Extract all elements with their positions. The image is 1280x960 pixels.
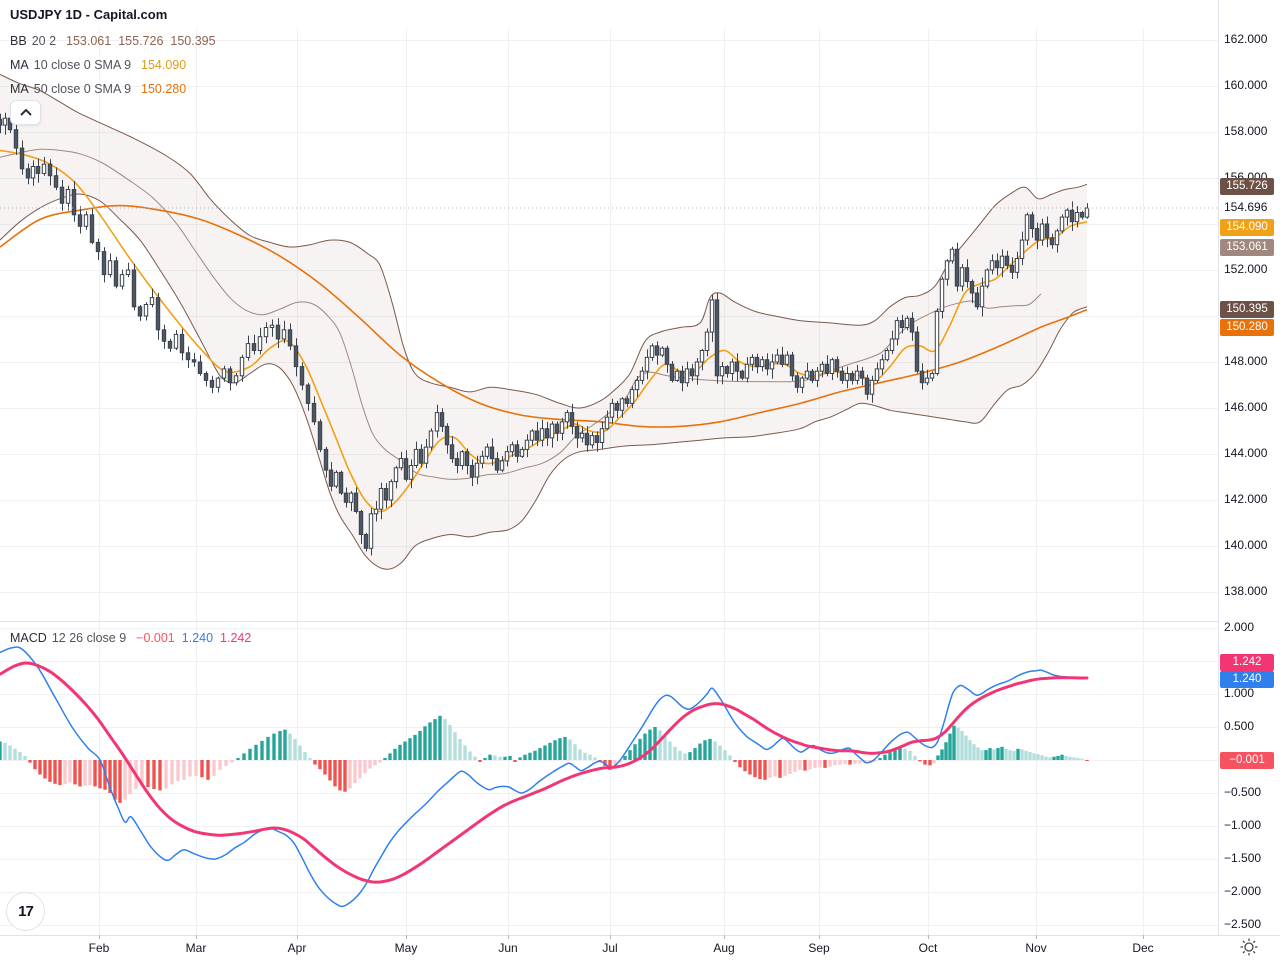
- macd-axis-label: −2.500: [1224, 917, 1262, 931]
- bb-basis-value: 153.061: [66, 34, 112, 48]
- price-axis-label: 162.000: [1224, 32, 1268, 46]
- macd-hist-value: −0.001: [136, 631, 175, 645]
- grid-lines: [0, 28, 1218, 935]
- collapse-pane-button[interactable]: [10, 100, 41, 125]
- macd-legend[interactable]: MACD 12 26 close 9 −0.001 1.240 1.242: [10, 631, 251, 645]
- macd-line: [0, 646, 1088, 908]
- time-axis-month-sep: Sep: [808, 941, 830, 955]
- time-axis-month-jun: Jun: [498, 941, 518, 955]
- price-axis-label: 146.000: [1224, 400, 1268, 414]
- price-axis-label: 158.000: [1224, 124, 1268, 138]
- price-axis-label: 144.000: [1224, 446, 1268, 460]
- bb-legend[interactable]: BB 20 2 153.061 155.726 150.395: [10, 34, 216, 48]
- time-axis[interactable]: Feb Mar Apr May Jun Jul Aug Sep Oct Nov Dec: [0, 935, 1280, 960]
- macd-line-value: 1.240: [181, 631, 214, 645]
- macd-axis-label: −2.000: [1224, 884, 1262, 898]
- symbol-title[interactable]: USDJPY 1D - Capital.com: [10, 7, 168, 22]
- macd-axis-label: −1.500: [1224, 851, 1262, 865]
- time-axis-month-may: May: [394, 941, 418, 955]
- time-axis-month-mar: Mar: [185, 941, 207, 955]
- time-axis-month-dec: Dec: [1132, 941, 1154, 955]
- time-axis-month-nov: Nov: [1025, 941, 1047, 955]
- price-axis-label: 140.000: [1224, 538, 1268, 552]
- bb-upper-value: 155.726: [118, 34, 164, 48]
- bb-legend-name: BB: [10, 34, 27, 48]
- macd-axis-label: −1.000: [1224, 818, 1262, 832]
- ma10-legend-params: 10 close 0 SMA 9: [33, 58, 132, 72]
- ma50-legend-params: 50 close 0 SMA 9: [33, 82, 132, 96]
- macd-legend-name: MACD: [10, 631, 47, 645]
- time-axis-month-apr: Apr: [287, 941, 307, 955]
- separators: [0, 0, 1280, 939]
- chevron-up-icon: [19, 109, 32, 116]
- sun-icon: [1240, 938, 1258, 956]
- macd-signal-value: 1.242: [220, 631, 252, 645]
- last-price-label: 154.696: [1224, 200, 1268, 214]
- ma10-legend[interactable]: MA 10 close 0 SMA 9 154.090: [10, 58, 186, 72]
- macd-axis-label: −0.500: [1224, 785, 1262, 799]
- ma50-legend-name: MA: [10, 82, 29, 96]
- axis-price-badge: 1.240: [1220, 670, 1274, 688]
- bb-legend-params: 20 2: [31, 34, 57, 48]
- axis-price-badge: 150.395: [1220, 300, 1274, 318]
- macd-axis-label: 2.000: [1224, 620, 1255, 634]
- macd-axis-label: 1.000: [1224, 686, 1255, 700]
- candlestick-series: [0, 112, 1090, 556]
- ma50-legend[interactable]: MA 50 close 0 SMA 9 150.280: [10, 82, 186, 96]
- price-axis-label: 160.000: [1224, 78, 1268, 92]
- macd-signal-line: [0, 661, 1089, 884]
- ma50-value: 150.280: [141, 82, 187, 96]
- price-axis[interactable]: 162.000160.000158.000156.000152.000148.0…: [1218, 0, 1280, 935]
- axis-price-badge: 153.061: [1220, 238, 1274, 256]
- bb-lower-value: 150.395: [170, 34, 216, 48]
- axis-price-badge: 154.090: [1220, 218, 1274, 236]
- time-axis-month-feb: Feb: [88, 941, 110, 955]
- ma10-value: 154.090: [141, 58, 187, 72]
- price-axis-label: 152.000: [1224, 262, 1268, 276]
- axis-price-badge: 1.242: [1220, 653, 1274, 671]
- price-axis-label: 148.000: [1224, 354, 1268, 368]
- axis-price-badge: 155.726: [1220, 177, 1274, 195]
- macd-axis-label: 0.500: [1224, 719, 1255, 733]
- axis-price-badge: −0.001: [1220, 751, 1274, 769]
- time-axis-month-oct: Oct: [918, 941, 938, 955]
- bollinger-bands: [0, 74, 1088, 570]
- macd-histogram: [0, 715, 1089, 803]
- ma10-legend-name: MA: [10, 58, 29, 72]
- ma50-line: [0, 204, 1088, 428]
- macd-legend-params: 12 26 close 9: [51, 631, 127, 645]
- price-axis-label: 138.000: [1224, 584, 1268, 598]
- theme-sun-icon[interactable]: [1239, 937, 1259, 957]
- time-axis-month-aug: Aug: [713, 941, 735, 955]
- tradingview-logo[interactable]: 17: [6, 892, 45, 931]
- time-axis-month-jul: Jul: [602, 941, 618, 955]
- axis-price-badge: 150.280: [1220, 318, 1274, 336]
- price-axis-label: 142.000: [1224, 492, 1268, 506]
